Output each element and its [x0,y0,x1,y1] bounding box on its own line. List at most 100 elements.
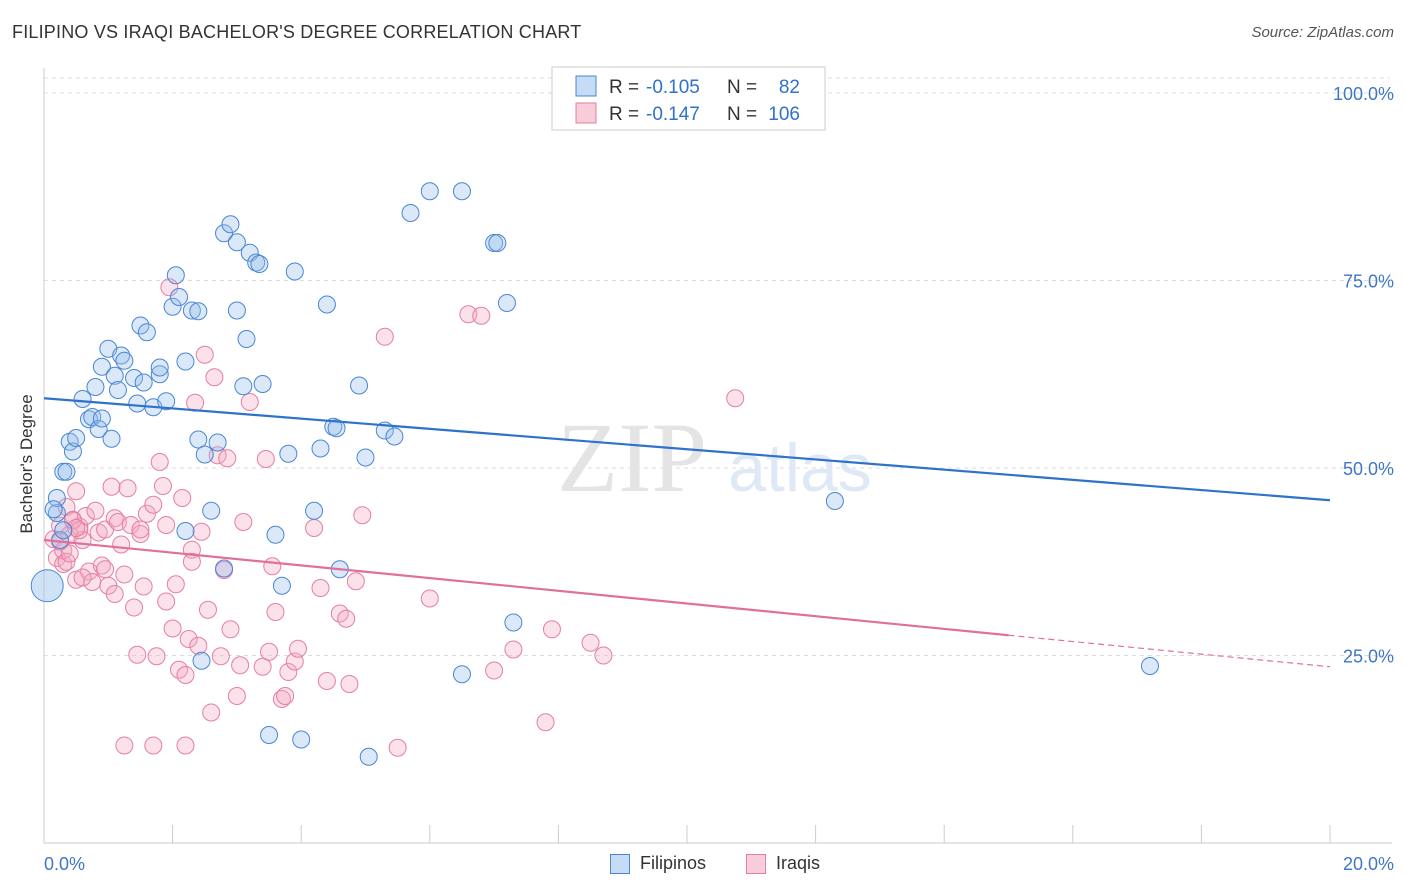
point-iraqis [594,646,613,665]
point-filipinos [237,330,256,348]
point-filipinos [285,262,304,281]
legend-n-value-2: 106 [768,104,800,125]
point-iraqis [125,598,144,617]
legend-swatch-iraqis [575,102,597,124]
point-filipinos [86,378,105,396]
point-filipinos [247,253,266,272]
point-iraqis [272,690,291,708]
point-iraqis [256,450,275,468]
y-tick-label: 25.0% [1343,647,1394,667]
trend-line-iraqis-extrapolated [1008,634,1331,668]
point-iraqis [305,519,324,537]
point-iraqis [102,477,121,496]
point-iraqis [504,640,523,659]
point-filipinos [125,369,144,387]
point-filipinos [73,390,92,408]
point-iraqis [388,738,407,757]
point-iraqis [118,479,137,498]
legend-n-value-1: 82 [779,77,800,98]
point-iraqis [131,520,150,539]
point-iraqis [581,633,600,652]
point-iraqis [240,393,259,411]
legend-r-value-2: -0.147 [646,104,700,125]
point-filipinos [128,394,147,413]
legend-n-label-2: N = [727,104,757,125]
point-iraqis [337,609,356,628]
point-filipinos [317,295,336,314]
point-iraqis [115,565,134,584]
point-iraqis [375,327,394,346]
point-iraqis [150,453,169,471]
point-iraqis [157,516,176,534]
point-iraqis [288,639,307,658]
legend-label-filipinos: Filipinos [640,853,707,873]
point-filipinos [227,301,246,320]
point-filipinos [202,501,221,520]
stats-legend: R = -0.105 N = 82 R = -0.147 N = 106 [551,66,826,131]
point-filipinos [44,500,63,519]
point-filipinos [176,522,195,540]
point-filipinos [134,373,153,392]
point-filipinos [54,521,73,540]
legend-item-iraqis[interactable]: Iraqis [746,853,820,874]
point-iraqis [128,645,147,664]
point-iraqis [208,446,227,465]
point-filipinos-large [30,569,64,603]
point-iraqis [176,666,195,684]
point-filipinos [89,420,108,438]
point-iraqis [202,703,221,722]
chart-title: FILIPINO VS IRAQI BACHELOR'S DEGREE CORR… [12,22,582,42]
point-filipinos [305,501,324,520]
legend-item-filipinos[interactable]: Filipinos [610,853,706,874]
point-iraqis [726,389,745,408]
point-iraqis [420,589,439,608]
point-filipinos [497,294,516,312]
point-iraqis [459,305,478,324]
legend-n-label-1: N = [727,77,757,98]
point-iraqis [263,557,282,576]
point-iraqis [121,516,140,534]
legend-r-value-1: -0.105 [646,77,700,98]
point-filipinos [47,489,66,507]
point-filipinos [279,444,298,463]
legend-r-label-1: R = [609,77,639,98]
point-filipinos [401,204,420,222]
point-iraqis [266,603,285,621]
point-iraqis [311,579,330,597]
x-tick-label-max: 20.0% [1343,854,1394,874]
point-iraqis [211,647,230,666]
point-filipinos [189,430,208,449]
point-filipinos [63,442,82,461]
point-iraqis [86,501,105,520]
point-iraqis [144,495,163,514]
point-filipinos [221,215,240,234]
point-iraqis [60,544,79,563]
point-iraqis [96,560,115,579]
point-iraqis [260,642,279,661]
bottom-legend: Filipinos Iraqis [0,850,1406,880]
legend-swatch-filipinos [575,75,597,97]
point-iraqis [153,477,172,495]
point-iraqis [227,687,246,705]
point-iraqis [179,630,198,648]
point-filipinos [311,439,330,458]
point-iraqis [105,585,124,603]
point-iraqis [131,525,150,543]
point-filipinos [250,255,269,273]
point-filipinos [452,182,471,201]
point-iraqis [353,506,372,525]
point-iraqis [485,661,504,680]
point-filipinos [359,747,378,766]
trend-lines [43,397,1331,668]
point-filipinos [115,351,134,370]
point-filipinos [350,376,369,395]
point-filipinos [150,365,169,384]
x-tick-label-min: 0.0% [44,854,85,874]
point-iraqis [157,592,176,611]
point-iraqis [182,552,201,571]
series-filipinos [30,182,1159,766]
point-iraqis [317,672,336,690]
point-iraqis [536,713,555,732]
point-filipinos [192,651,211,670]
